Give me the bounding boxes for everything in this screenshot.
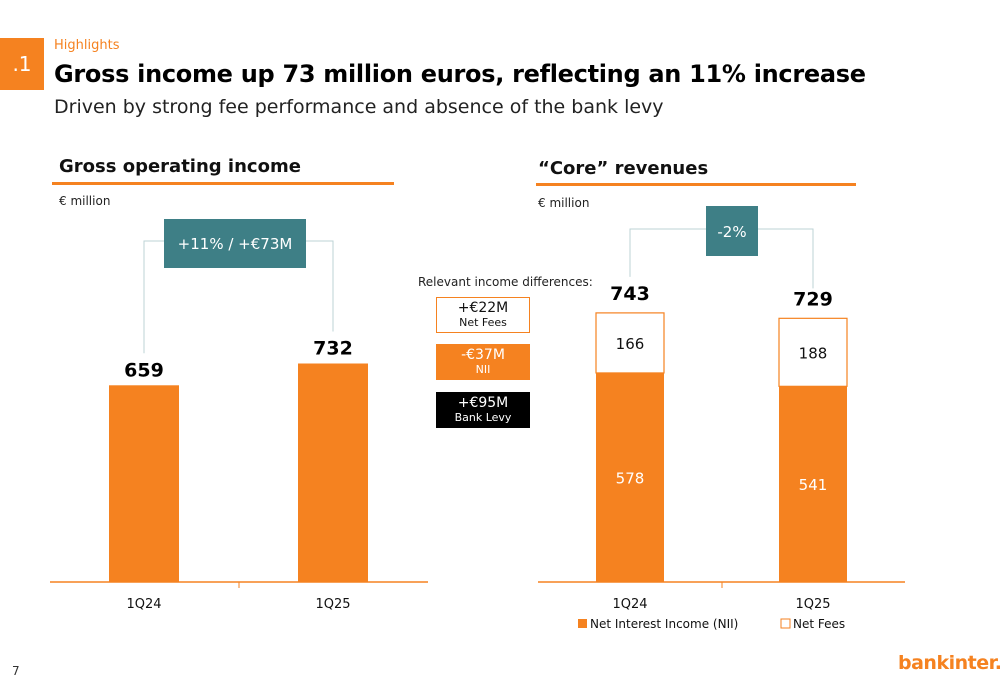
total-value-label: 729 [793,288,833,310]
growth-badge-text: +11% / +€73M [178,235,293,253]
segment-value-label: 166 [616,335,645,353]
x-tick-label: 1Q25 [795,597,830,612]
right-panel-rule [536,183,856,186]
fees-segment-1q25 [778,317,848,387]
diff-net-fees: +€22M Net Fees [436,297,530,333]
left-panel-title: Gross operating income [59,156,301,177]
change-badge-text: -2% [717,223,746,241]
change-connector-left [629,228,706,277]
change-connector-right [758,228,814,289]
total-value-label: 743 [610,283,650,305]
diff-net-fees-label: Net Fees [459,315,507,329]
bar-1q24 [109,385,179,582]
page-subtitle: Driven by strong fee performance and abs… [54,96,664,118]
bar-value-label: 732 [313,337,353,359]
bankinter-logo: bankinter. [898,652,1000,674]
nii-segment-1q25 [779,386,847,582]
growth-connector-right [306,240,334,332]
nii-segment-1q24 [596,372,664,582]
legend-fees-label: Net Fees [793,617,845,631]
legend-fees-swatch [780,618,791,629]
section-number-tag: .1 [0,38,44,90]
segment-value-label: 578 [616,469,645,487]
diff-nii-value: -€37M [461,347,505,364]
diff-nii: -€37M NII [436,344,530,380]
relevant-differences-label: Relevant income differences: [418,275,593,289]
legend-nii-label: Net Interest Income (NII) [590,617,738,631]
diff-bank-levy: +€95M Bank Levy [436,392,530,428]
fees-segment-1q24 [595,312,665,374]
x-tick-label: 1Q25 [315,597,350,612]
x-tick-label: 1Q24 [126,597,161,612]
left-panel-rule [52,182,394,185]
growth-connector-left [143,240,164,354]
legend-nii-swatch [578,619,587,628]
x-tick-label: 1Q24 [612,597,647,612]
right-panel-unit: € million [538,196,590,210]
section-kicker: Highlights [54,38,120,53]
page-title: Gross income up 73 million euros, reflec… [54,60,866,88]
right-panel-title: “Core” revenues [538,158,709,179]
left-panel-unit: € million [59,194,111,208]
bar-value-label: 659 [124,359,164,381]
diff-bank-levy-value: +€95M [457,395,509,412]
bar-1q25 [298,363,368,582]
diff-net-fees-value: +€22M [457,300,509,317]
segment-value-label: 541 [799,476,828,494]
growth-badge [164,219,306,268]
diff-nii-label: NII [475,362,491,376]
change-badge [706,206,758,256]
page-number: 7 [12,664,20,678]
diff-bank-levy-label: Bank Levy [454,410,512,424]
segment-value-label: 188 [799,344,828,362]
